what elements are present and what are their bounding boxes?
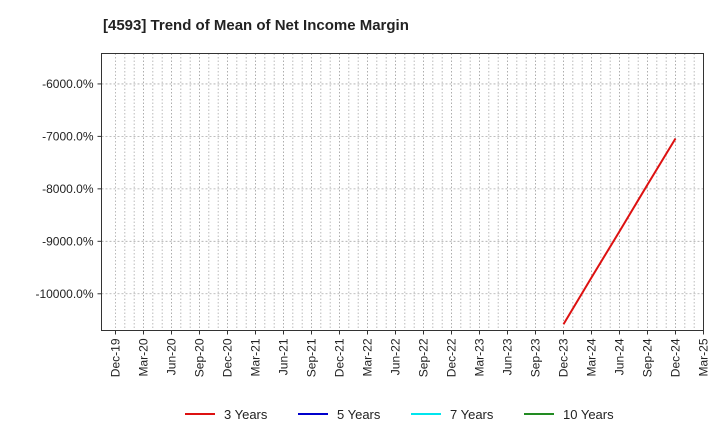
legend: 3 Years 5 Years 7 Years 10 Years (185, 407, 614, 422)
y-axis: -6000.0% -7000.0% -8000.0% -9000.0% -10000.0… (35, 77, 102, 301)
x-tick-label: Sep-23 (529, 338, 543, 377)
x-tick-label: Jun-24 (613, 338, 627, 375)
x-tick-label: Dec-19 (109, 338, 123, 377)
legend-item: 3 Years (185, 407, 268, 422)
y-tick-label: -6000.0% (42, 77, 94, 91)
x-tick-label: Mar-23 (473, 338, 487, 376)
legend-item: 7 Years (411, 407, 494, 422)
x-tick-label: Jun-21 (277, 338, 291, 375)
x-tick-label: Sep-20 (193, 338, 207, 377)
series (562, 137, 677, 325)
y-tick-label: -7000.0% (42, 129, 94, 143)
y-tick-label: -8000.0% (42, 182, 94, 196)
grid (101, 53, 704, 331)
x-tick-label: Dec-24 (669, 338, 683, 377)
x-tick-label: Jun-23 (501, 338, 515, 375)
y-tick-label: -9000.0% (42, 234, 94, 248)
x-tick-label: Mar-24 (585, 338, 599, 376)
x-tick-label: Mar-22 (361, 338, 375, 376)
x-tick-label: Sep-24 (641, 338, 655, 377)
x-tick-label: Dec-23 (557, 338, 571, 377)
x-tick-label: Dec-20 (221, 338, 235, 377)
x-tick-label: Jun-20 (165, 338, 179, 375)
legend-label: 3 Years (224, 407, 268, 422)
x-tick-label: Sep-21 (305, 338, 319, 377)
x-tick-label: Dec-21 (333, 338, 347, 377)
x-tick-label: Mar-21 (249, 338, 263, 376)
x-tick-label: Mar-25 (697, 338, 711, 376)
plot-frame (101, 53, 704, 331)
legend-item: 5 Years (298, 407, 381, 422)
y-tick-label: -10000.0% (35, 287, 93, 301)
legend-label: 10 Years (563, 407, 614, 422)
x-tick-label: Dec-22 (445, 338, 459, 377)
series-line (562, 137, 677, 325)
legend-label: 7 Years (450, 407, 494, 422)
x-tick-label: Sep-22 (417, 338, 431, 377)
x-tick-label: Jun-22 (389, 338, 403, 375)
x-axis: Dec-19 Mar-20 Jun-20 Sep-20 Dec-20 Mar-21 Jun-… (109, 330, 711, 377)
legend-item: 10 Years (524, 407, 614, 422)
legend-label: 5 Years (337, 407, 381, 422)
x-tick-label: Mar-20 (137, 338, 151, 376)
chart-title: [4593] Trend of Mean of Net Income Margi… (103, 17, 409, 34)
